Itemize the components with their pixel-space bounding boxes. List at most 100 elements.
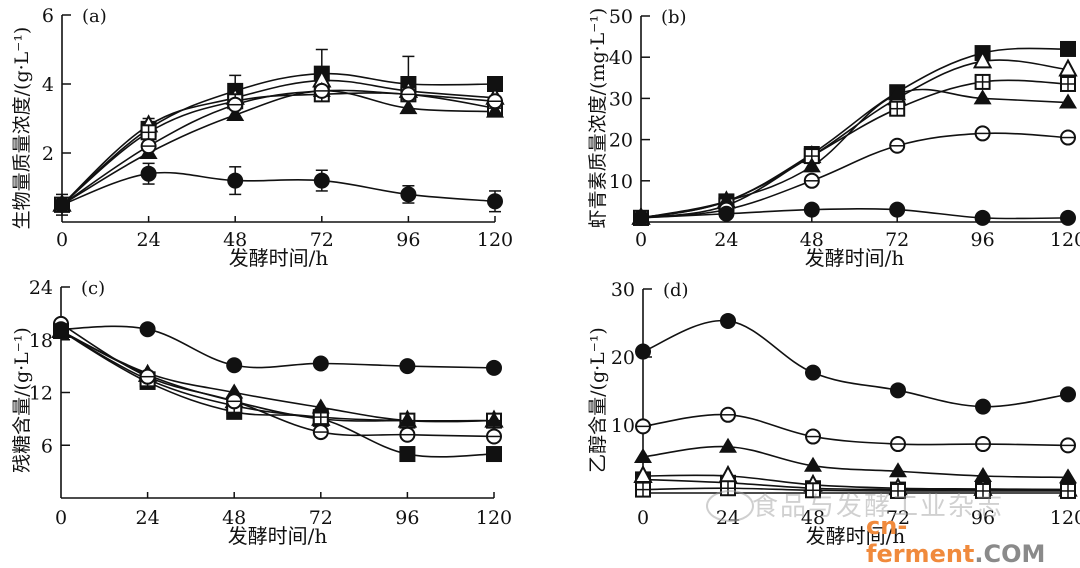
series-line-filled-circle	[61, 171, 496, 206]
data-point-filled-triangle	[889, 462, 907, 478]
panel-label: (c)	[81, 278, 105, 299]
y-tick-label: 10	[611, 415, 635, 437]
watermark-journal: 食品与发酵工业杂志	[752, 492, 1005, 522]
x-tick-label: 72	[886, 507, 910, 529]
data-point-open-triangle	[718, 464, 738, 483]
x-tick-label: 120	[476, 507, 512, 529]
data-point-filled-circle	[53, 321, 69, 338]
data-point-open-circle-bar	[1060, 129, 1076, 146]
x-tick-label: 96	[395, 507, 419, 529]
wechat-icon	[706, 490, 754, 522]
data-point-filled-circle	[140, 165, 157, 182]
x-tick-label: 24	[714, 229, 738, 251]
data-point-filled-circle	[803, 201, 820, 218]
x-tick-label: 120	[477, 229, 513, 251]
data-point-filled-circle	[974, 209, 991, 226]
series-line-open-circle-bar	[60, 323, 495, 438]
watermark-site-a: cn-ferment	[866, 512, 975, 568]
series-line-filled-triangle	[640, 88, 1069, 219]
series-markers-open-square-cross	[635, 480, 1076, 499]
data-point-filled-triangle	[485, 411, 503, 427]
series-markers-filled-circle	[54, 165, 503, 213]
series-line-filled-triangle	[61, 90, 496, 206]
data-point-filled-circle	[1060, 209, 1076, 226]
data-point-open-square-cross	[974, 73, 991, 90]
data-point-filled-square	[487, 76, 503, 92]
x-axis-label: 发酵时间/h	[229, 246, 329, 270]
y-tick-label: 2	[42, 143, 54, 165]
series-markers-open-square-cross	[633, 73, 1076, 226]
data-point-filled-circle	[890, 382, 906, 399]
series-markers-filled-square	[54, 65, 503, 213]
data-point-open-circle-bar	[400, 86, 417, 103]
x-tick-label: 72	[310, 229, 334, 251]
panel-label: (d)	[663, 280, 689, 301]
data-point-filled-triangle	[973, 89, 992, 105]
y-tick-label: 18	[29, 330, 53, 352]
y-tick-label: 6	[41, 435, 53, 457]
data-point-open-square-cross	[140, 124, 157, 141]
x-tick-label: 48	[222, 507, 246, 529]
data-point-filled-circle	[720, 312, 736, 329]
x-tick-label: 48	[223, 229, 247, 251]
data-point-filled-circle	[889, 201, 906, 218]
y-tick-label: 6	[42, 5, 54, 27]
data-point-filled-circle	[139, 321, 156, 338]
series-line-open-triangle	[642, 474, 1069, 491]
chart-panel-c: 0 24 48 72 96 120 6 12 18 24 (c) 发酵时间/h 残糖含量/(g·L⁻¹)	[11, 277, 512, 548]
data-point-open-circle-bar	[975, 436, 991, 453]
data-point-filled-triangle	[398, 411, 417, 427]
data-point-filled-circle	[313, 172, 330, 189]
series-markers-open-circle-bar	[633, 125, 1076, 226]
series-markers-filled-circle	[53, 321, 502, 376]
data-point-filled-square	[399, 446, 416, 463]
data-point-filled-circle	[54, 196, 70, 213]
data-point-open-circle-bar	[720, 406, 736, 423]
series-markers-filled-circle	[635, 312, 1076, 415]
x-axis-label: 发酵时间/h	[805, 246, 905, 270]
data-point-open-circle-bar	[635, 418, 651, 435]
series-markers-filled-triangle	[632, 85, 1077, 224]
x-tick-label: 24	[137, 229, 161, 251]
series-markers-open-triangle	[52, 69, 505, 212]
data-point-filled-triangle	[802, 157, 821, 173]
series-markers-filled-triangle	[634, 437, 1077, 484]
data-point-open-circle-bar	[139, 368, 156, 385]
x-tick-label: 96	[971, 507, 995, 529]
panel-label: (a)	[82, 6, 107, 27]
series-markers-filled-square	[53, 322, 502, 463]
data-point-filled-circle	[1060, 386, 1076, 403]
x-tick-label: 0	[56, 229, 68, 251]
x-tick-label: 48	[800, 229, 824, 251]
series-line-filled-triangle	[60, 330, 495, 423]
series-line-filled-circle	[60, 325, 495, 369]
data-point-filled-circle	[975, 398, 991, 415]
y-tick-label: 20	[609, 130, 633, 152]
series-line-filled-circle	[640, 207, 1069, 220]
y-tick-label: 10	[609, 171, 633, 193]
data-point-open-triangle	[1058, 58, 1078, 77]
data-point-filled-triangle	[1059, 93, 1077, 109]
x-tick-label: 24	[136, 507, 160, 529]
series-line-filled-circle	[642, 319, 1069, 408]
data-point-filled-circle	[487, 193, 503, 210]
data-point-open-square-cross	[975, 482, 991, 499]
x-tick-label: 96	[396, 229, 420, 251]
series-line-open-square-cross	[642, 487, 1068, 492]
y-axis-label: 虾青素质量浓度/(mg·L⁻¹)	[587, 8, 609, 229]
data-point-filled-circle	[399, 358, 416, 375]
series-line-filled-square	[60, 330, 495, 458]
panel-label: (b)	[661, 7, 687, 28]
data-point-open-circle-bar	[1060, 437, 1076, 454]
data-point-filled-triangle	[226, 106, 245, 122]
y-tick-label: 12	[29, 383, 53, 405]
data-point-open-circle-bar	[487, 93, 503, 110]
data-point-open-circle-bar	[974, 125, 991, 142]
x-tick-label: 48	[801, 507, 825, 529]
data-point-filled-circle	[633, 209, 649, 226]
series-markers-filled-circle	[633, 201, 1076, 226]
data-point-filled-circle	[635, 343, 651, 360]
x-tick-label: 0	[55, 507, 67, 529]
